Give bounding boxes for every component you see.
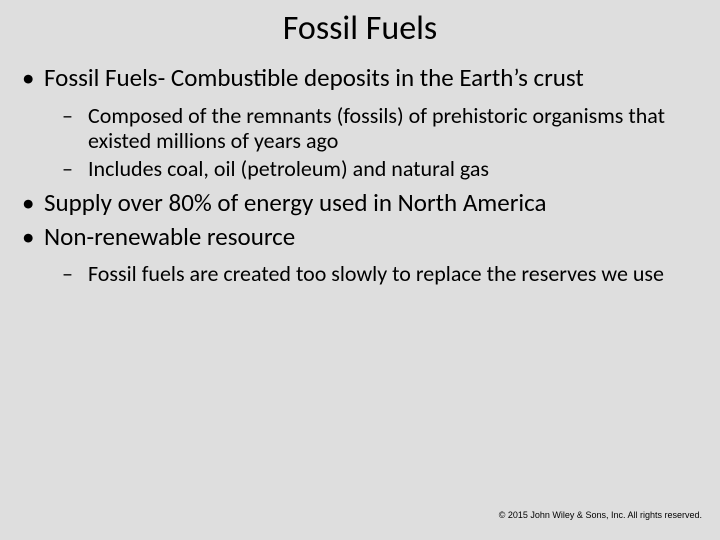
bullet-item: Non-renewable resource Fossil fuels are … (18, 222, 702, 287)
bullet-text: Fossil Fuels- Combustible deposits in th… (44, 62, 584, 93)
bullet-list: Fossil Fuels- Combustible deposits in th… (18, 63, 702, 287)
sub-bullet-list: Composed of the remnants (fossils) of pr… (44, 103, 702, 183)
sub-bullet-item: Fossil fuels are created too slowly to r… (44, 261, 702, 287)
sub-bullet-text: Composed of the remnants (fossils) of pr… (88, 102, 665, 155)
sub-bullet-item: Includes coal, oil (petroleum) and natur… (44, 156, 702, 182)
bullet-text: Non-renewable resource (44, 221, 295, 252)
sub-bullet-item: Composed of the remnants (fossils) of pr… (44, 103, 702, 155)
sub-bullet-text: Includes coal, oil (petroleum) and natur… (88, 155, 489, 182)
copyright-text: © 2015 John Wiley & Sons, Inc. All right… (499, 510, 702, 520)
bullet-item: Supply over 80% of energy used in North … (18, 188, 702, 218)
slide-title: Fossil Fuels (18, 8, 702, 49)
slide: Fossil Fuels Fossil Fuels- Combustible d… (0, 0, 720, 540)
bullet-item: Fossil Fuels- Combustible deposits in th… (18, 63, 702, 182)
sub-bullet-text: Fossil fuels are created too slowly to r… (88, 260, 664, 287)
bullet-text: Supply over 80% of energy used in North … (44, 187, 547, 218)
sub-bullet-list: Fossil fuels are created too slowly to r… (44, 261, 702, 287)
